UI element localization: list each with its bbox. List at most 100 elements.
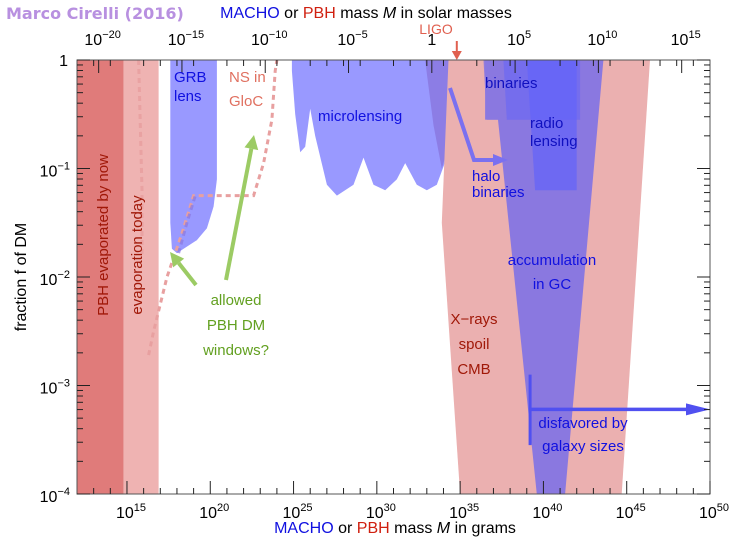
galaxy-sizes-arrowhead	[686, 403, 710, 416]
constraint-regions	[77, 60, 650, 494]
label-evap-now: PBH evaporated by now	[95, 154, 112, 316]
label-line: radio	[530, 115, 563, 132]
power-exponent: 40	[550, 502, 562, 514]
power-base: 10	[116, 505, 134, 522]
bottom-axis-title: MACHO or PBH mass M in grams	[274, 520, 516, 537]
region-radio-lensing	[526, 60, 577, 191]
title-part: or	[280, 5, 303, 22]
power-base: 10	[84, 32, 102, 49]
power-exponent: −5	[355, 29, 368, 41]
title-part: mass	[336, 5, 383, 22]
power-base: 10	[251, 32, 269, 49]
power-exponent: 20	[217, 502, 229, 514]
top-tick-label: 10−15	[168, 29, 204, 49]
power-exponent: −3	[57, 378, 70, 390]
power-base: 10	[507, 32, 525, 49]
power-exponent: 30	[384, 502, 396, 514]
power-exponent: −2	[57, 269, 70, 281]
bottom-tick-label: 1045	[616, 502, 646, 522]
title-part: M	[437, 520, 451, 537]
bottom-tick-label: 1050	[699, 502, 729, 522]
label-line: CMB	[457, 361, 490, 378]
title-part: M	[383, 5, 397, 22]
power-exponent: −20	[102, 29, 121, 41]
evap-dashed-line	[137, 59, 144, 256]
title-part: or	[334, 520, 357, 537]
axis-ticks	[77, 59, 711, 495]
label-xray: X−rays spoil CMB	[450, 311, 497, 378]
bottom-tick-label: 1020	[199, 502, 229, 522]
label-line: X−rays	[450, 311, 497, 328]
label-line: binaries	[485, 75, 538, 92]
label-allowed: allowed PBH DM windows?	[202, 292, 269, 359]
power-base: 10	[337, 32, 355, 49]
label-radio: radio lensing	[530, 115, 578, 150]
label-line: halo	[472, 168, 500, 185]
title-part: MACHO	[220, 5, 280, 22]
label-micro: microlensing	[318, 108, 402, 125]
label-line: LIGO	[419, 21, 453, 37]
power-base: 10	[699, 505, 717, 522]
label-line: allowed	[211, 292, 262, 309]
power-base: 10	[532, 505, 550, 522]
top-tick-label: 10−20	[84, 29, 120, 49]
power-base: 10	[199, 505, 217, 522]
top-tick-label: 1010	[587, 29, 617, 49]
y-tick-label: 10−2	[40, 269, 70, 289]
power-base: 10	[616, 505, 634, 522]
green-arrow-right-shaft	[224, 148, 254, 281]
bottom-tick-label: 1040	[532, 502, 562, 522]
power-exponent: −10	[269, 29, 288, 41]
green-arrow-left-shaft	[177, 261, 198, 287]
ns-gloc-dashed-line	[147, 59, 279, 356]
power-exponent: 15	[688, 29, 700, 41]
power-exponent: −15	[186, 29, 205, 41]
power-base: 10	[168, 32, 186, 49]
power-exponent: −4	[57, 486, 70, 498]
label-line: accumulation	[508, 252, 596, 269]
title-part: in grams	[450, 520, 516, 537]
label-ns: NS in GloC	[229, 69, 266, 110]
y-tick-label: 1	[59, 53, 68, 70]
label-line: galaxy sizes	[542, 438, 624, 455]
y-tick-label: 10−1	[40, 161, 70, 181]
power-base: 10	[366, 505, 384, 522]
bottom-tick-label: 1035	[449, 502, 479, 522]
bottom-tick-label: 1015	[116, 502, 146, 522]
top-tick-label: 10−10	[251, 29, 287, 49]
title-part: in solar masses	[396, 5, 512, 22]
power-exponent: 25	[300, 502, 312, 514]
overlay-lines	[137, 41, 710, 446]
label-line: in GC	[533, 276, 572, 293]
label-line: microlensing	[318, 108, 402, 125]
label-line: lens	[174, 88, 202, 105]
power-exponent: 50	[717, 502, 729, 514]
label-evap-today: evaporation today	[129, 195, 146, 315]
region-microlensing	[291, 60, 461, 196]
power-exponent: 35	[467, 502, 479, 514]
power-exponent: 15	[134, 502, 146, 514]
label-line: lensing	[530, 133, 578, 150]
title-part: PBH	[357, 520, 390, 537]
halo-binaries-line	[448, 87, 497, 162]
author-credit: Marco Cirelli (2016)	[6, 4, 184, 23]
power-base: 10	[40, 272, 58, 289]
region-grb-lens	[170, 60, 217, 254]
power-base: 10	[40, 164, 58, 181]
label-line: NS in	[229, 69, 266, 86]
label-line: binaries	[472, 184, 525, 201]
ligo-arrow-head	[451, 51, 462, 60]
title-part: mass	[390, 520, 437, 537]
power-exponent: 10	[605, 29, 617, 41]
green-arrow-left-head	[170, 252, 185, 268]
power-exponent: −1	[57, 161, 70, 173]
top-tick-label: 1	[427, 32, 436, 49]
label-binaries: binaries	[485, 75, 538, 92]
green-arrow-right-head	[244, 135, 259, 151]
label-line: PBH DM	[207, 317, 265, 334]
y-tick-label: 10−4	[40, 486, 70, 506]
y-axis-title: fraction f of DM	[13, 223, 30, 331]
power-exponent: 45	[633, 502, 645, 514]
